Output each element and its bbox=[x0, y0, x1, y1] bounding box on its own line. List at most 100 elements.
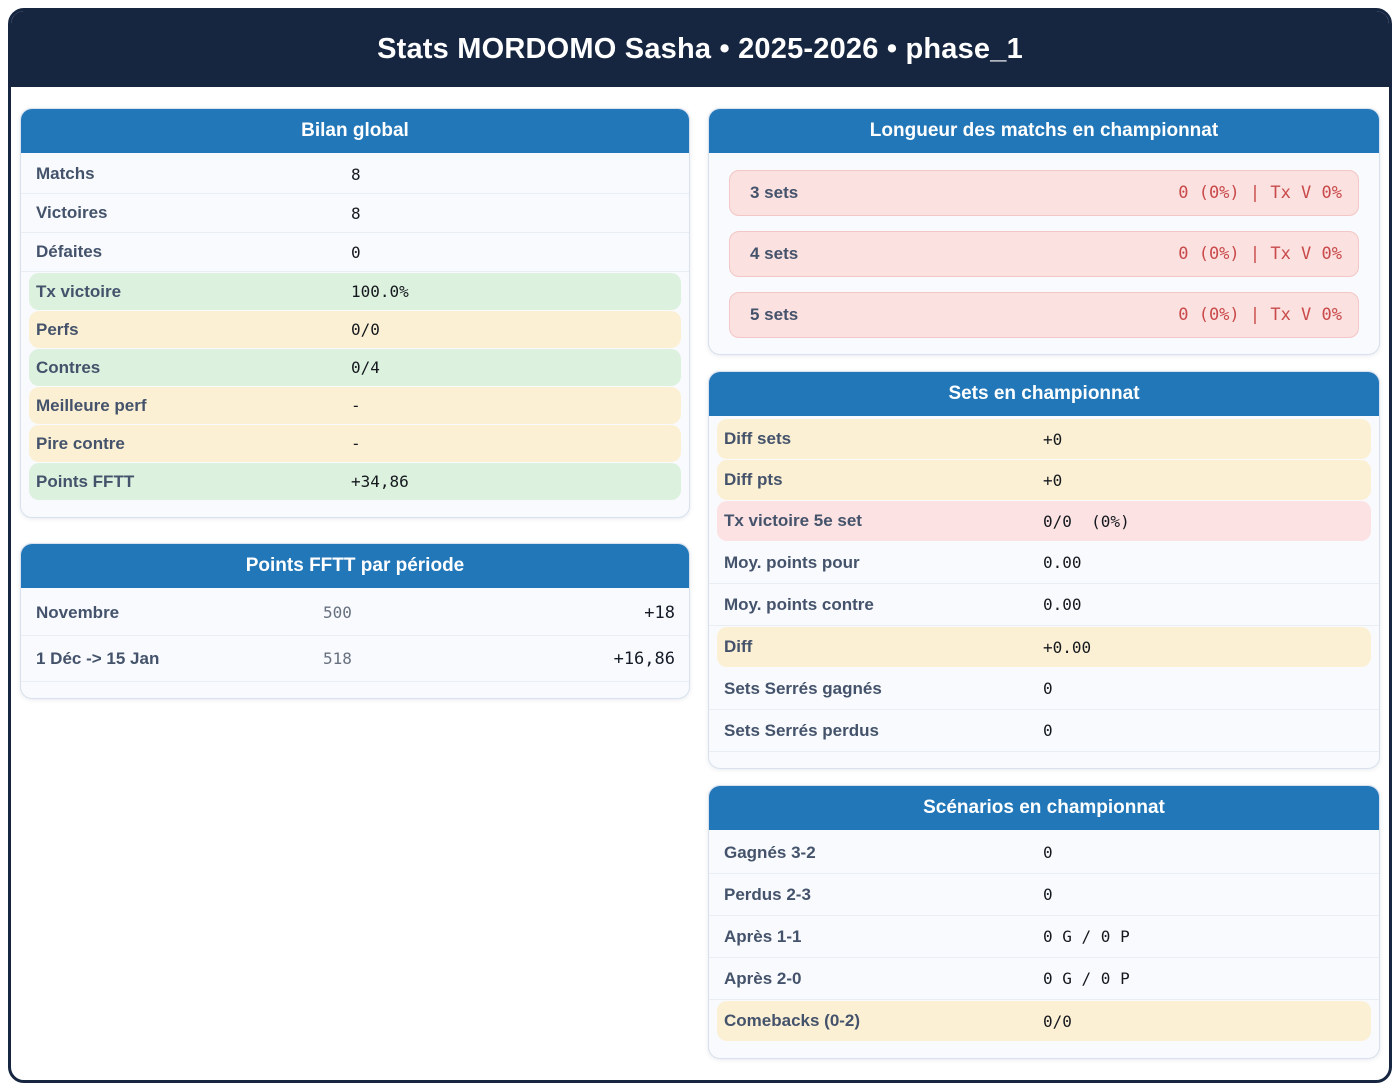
stat-label: Moy. points pour bbox=[724, 552, 860, 572]
match-length-value: 0 (0%) | Tx V 0% bbox=[1178, 183, 1342, 203]
stat-value: 0/0 bbox=[351, 320, 380, 339]
card-title-longueur-matchs: Longueur des matchs en championnat bbox=[709, 109, 1379, 153]
stat-label: Victoires bbox=[36, 203, 108, 222]
stat-value: +0 bbox=[1043, 470, 1063, 490]
match-length-label: 5 sets bbox=[750, 305, 799, 324]
card-body-points-fftt-periode: Novembre 500 +18 1 Déc -> 15 Jan 518 +16… bbox=[21, 588, 689, 698]
stat-label: Diff bbox=[724, 637, 753, 656]
stat-row: Perdus 2-3 0 bbox=[709, 874, 1379, 916]
stat-row: Pire contre - bbox=[29, 425, 681, 462]
right-column: Longueur des matchs en championnat 3 set… bbox=[708, 108, 1380, 1059]
stat-value: 0 G / 0 P bbox=[1043, 927, 1130, 946]
stat-row: Sets Serrés perdus 0 bbox=[709, 710, 1379, 752]
card-body-scenarios: Gagnés 3-2 0 Perdus 2-3 0 Après 1-1 0 G … bbox=[709, 830, 1379, 1058]
stat-value: 0 bbox=[1043, 679, 1053, 698]
period-points: 518 bbox=[323, 649, 352, 668]
stat-value: - bbox=[351, 434, 361, 453]
stat-value: +0 bbox=[1043, 429, 1063, 449]
card-points-fftt-periode: Points FFTT par période Novembre 500 +18… bbox=[20, 543, 690, 699]
stat-row: Diff +0.00 bbox=[717, 627, 1371, 667]
stat-value: 0/0 bbox=[1043, 1011, 1072, 1031]
stat-label: Matchs bbox=[36, 164, 95, 183]
content: Bilan global Matchs 8 Victoires 8 Défait… bbox=[11, 87, 1389, 1059]
card-bilan-global: Bilan global Matchs 8 Victoires 8 Défait… bbox=[20, 108, 690, 518]
stat-label: Diff sets bbox=[724, 429, 792, 448]
stat-row: Diff pts +0 bbox=[717, 460, 1371, 500]
stat-label: Moy. points contre bbox=[724, 594, 874, 614]
stat-row: Après 2-0 0 G / 0 P bbox=[709, 958, 1379, 1000]
stat-label: Diff pts bbox=[724, 470, 783, 489]
match-length-label: 4 sets bbox=[750, 244, 799, 263]
card-longueur-matchs: Longueur des matchs en championnat 3 set… bbox=[708, 108, 1380, 355]
stat-label: Comebacks (0-2) bbox=[724, 1011, 861, 1030]
stat-value: 0 bbox=[351, 242, 361, 262]
stat-label: Sets Serrés perdus bbox=[724, 720, 879, 740]
match-length-value: 0 (0%) | Tx V 0% bbox=[1178, 244, 1342, 264]
card-scenarios: Scénarios en championnat Gagnés 3-2 0 Pe… bbox=[708, 785, 1380, 1059]
stat-value: 0 G / 0 P bbox=[1043, 969, 1130, 988]
stat-label: Gagnés 3-2 bbox=[724, 842, 816, 862]
stat-label: Sets Serrés gagnés bbox=[724, 678, 882, 698]
page-title: Stats MORDOMO Sasha • 2025-2026 • phase_… bbox=[377, 32, 1023, 65]
stat-row: Tx victoire 100.0% bbox=[29, 273, 681, 310]
match-length-value: 0 (0%) | Tx V 0% bbox=[1178, 305, 1342, 325]
app-header: Stats MORDOMO Sasha • 2025-2026 • phase_… bbox=[11, 11, 1389, 87]
stat-label: Défaites bbox=[36, 242, 103, 261]
card-title-bilan-global: Bilan global bbox=[21, 109, 689, 153]
stat-row: Contres 0/4 bbox=[29, 349, 681, 386]
stat-value: 0 bbox=[1043, 843, 1053, 862]
card-body-sets-championnat: Diff sets +0 Diff pts +0 Tx victoire 5e … bbox=[709, 416, 1379, 768]
stat-label: Tx victoire bbox=[36, 281, 122, 301]
card-title-scenarios: Scénarios en championnat bbox=[709, 786, 1379, 830]
match-length-row: 3 sets 0 (0%) | Tx V 0% bbox=[729, 170, 1359, 216]
match-length-row: 4 sets 0 (0%) | Tx V 0% bbox=[729, 231, 1359, 277]
stat-label: Contres bbox=[36, 357, 101, 377]
stat-label: Après 1-1 bbox=[724, 926, 802, 946]
card-body-longueur-matchs: 3 sets 0 (0%) | Tx V 0% 4 sets 0 (0%) | … bbox=[709, 153, 1379, 354]
stat-row: Victoires 8 bbox=[21, 194, 689, 233]
stat-value: 100.0% bbox=[351, 282, 409, 301]
stat-row: Perfs 0/0 bbox=[29, 311, 681, 348]
stat-value: 8 bbox=[351, 203, 361, 223]
stat-row: Gagnés 3-2 0 bbox=[709, 832, 1379, 874]
stat-label: Tx victoire 5e set bbox=[724, 511, 862, 530]
stat-row: Après 1-1 0 G / 0 P bbox=[709, 916, 1379, 958]
left-column: Bilan global Matchs 8 Victoires 8 Défait… bbox=[20, 108, 690, 1059]
period-points: 500 bbox=[323, 603, 352, 622]
card-body-bilan-global: Matchs 8 Victoires 8 Défaites 0 Tx victo… bbox=[21, 153, 689, 517]
stat-value: 0.00 bbox=[1043, 553, 1082, 572]
card-title-sets-championnat: Sets en championnat bbox=[709, 372, 1379, 416]
stat-value: - bbox=[351, 396, 361, 415]
stat-row: Moy. points pour 0.00 bbox=[709, 542, 1379, 584]
stat-label: Après 2-0 bbox=[724, 968, 802, 988]
card-title-points-fftt-periode: Points FFTT par période bbox=[21, 544, 689, 588]
period-label: Novembre bbox=[36, 602, 120, 622]
stat-value: +0.00 bbox=[1043, 637, 1092, 657]
stat-value: 0/4 bbox=[351, 358, 380, 377]
period-delta: +16,86 bbox=[613, 648, 675, 669]
stat-row: Moy. points contre 0.00 bbox=[709, 584, 1379, 626]
stat-value: 0 bbox=[1043, 885, 1053, 904]
match-length-label: 3 sets bbox=[750, 183, 799, 202]
period-delta: +18 bbox=[644, 602, 675, 623]
card-sets-championnat: Sets en championnat Diff sets +0 Diff pt… bbox=[708, 371, 1380, 769]
period-row: 1 Déc -> 15 Jan 518 +16,86 bbox=[21, 636, 689, 682]
stat-row: Défaites 0 bbox=[21, 233, 689, 272]
stat-label: Meilleure perf bbox=[36, 395, 147, 415]
stat-value: 0.00 bbox=[1043, 595, 1082, 614]
stat-value: 0 bbox=[1043, 721, 1053, 740]
period-row: Novembre 500 +18 bbox=[21, 590, 689, 636]
stat-value: +34,86 bbox=[351, 472, 409, 491]
stat-row: Diff sets +0 bbox=[717, 419, 1371, 459]
stat-label: Perdus 2-3 bbox=[724, 884, 811, 904]
stat-row: Meilleure perf - bbox=[29, 387, 681, 424]
stat-label: Perfs bbox=[36, 319, 79, 339]
stat-row: Matchs 8 bbox=[21, 155, 689, 194]
stat-row: Points FFTT +34,86 bbox=[29, 463, 681, 500]
stat-value: 8 bbox=[351, 164, 361, 184]
stat-row: Tx victoire 5e set 0/0 (0%) bbox=[717, 501, 1371, 541]
stat-label: Points FFTT bbox=[36, 471, 135, 491]
period-label: 1 Déc -> 15 Jan bbox=[36, 648, 160, 668]
page-container: Stats MORDOMO Sasha • 2025-2026 • phase_… bbox=[8, 8, 1392, 1083]
stat-label: Pire contre bbox=[36, 433, 125, 453]
